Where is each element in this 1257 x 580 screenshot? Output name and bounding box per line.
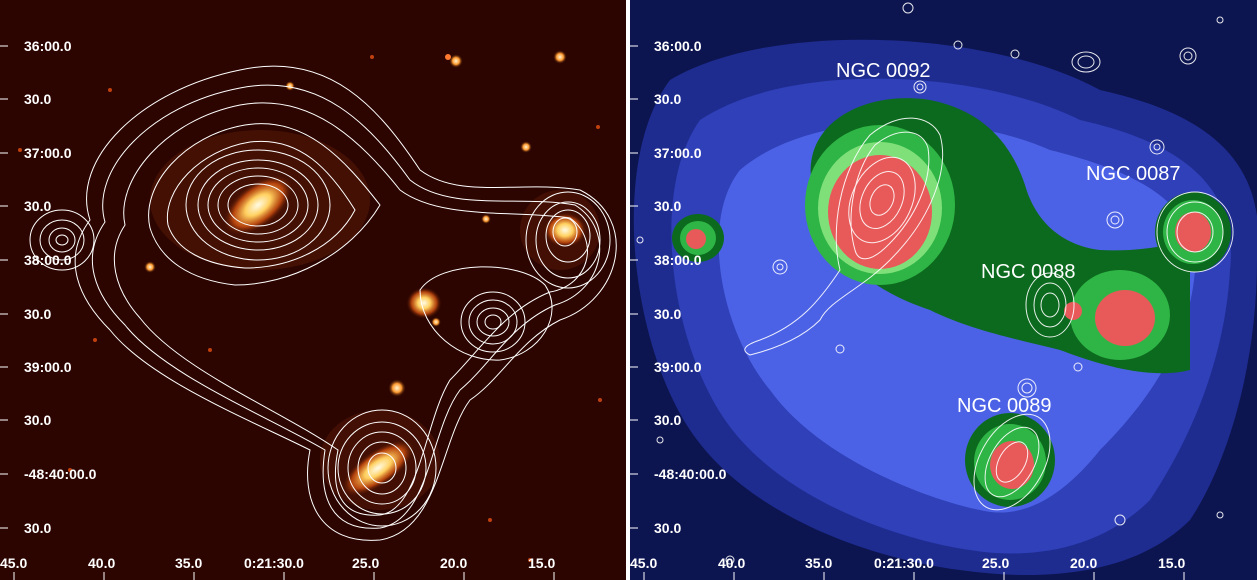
dec-label: 30.0 — [24, 520, 51, 536]
ra-label: 0:21:30.0 — [244, 555, 304, 571]
xray-map-panel: NGC 0092 NGC 0087 NGC 0088 NGC 0089 36:0… — [630, 0, 1257, 580]
galaxy-ngc0092-optical — [222, 173, 294, 237]
ra-label: 15.0 — [1158, 555, 1185, 571]
dec-label: 38:00.0 — [654, 252, 702, 268]
dec-axis-labels-right: 36:00.0 30.0 37:00.0 30.0 38:00.0 30.0 3… — [654, 38, 727, 536]
dec-label: 30.0 — [24, 412, 51, 428]
galaxy-ngc0088-optical — [406, 287, 442, 319]
ra-label: 20.0 — [1070, 555, 1097, 571]
dec-label: 30.0 — [24, 306, 51, 322]
optical-contours-right — [636, 2, 1234, 565]
galaxy-ngc0089-optical — [340, 438, 416, 498]
dec-label: 39:00.0 — [24, 359, 72, 375]
galaxy-label-ngc0088: NGC 0088 — [981, 261, 1076, 283]
galaxy-label-ngc0092: NGC 0092 — [836, 60, 931, 82]
galaxy-labels: NGC 0092 NGC 0087 NGC 0088 NGC 0089 — [836, 60, 1181, 417]
ra-axis-labels-right: 45.0 40.0 35.0 0:21:30.0 25.0 20.0 15.0 — [630, 555, 1185, 571]
emission-ngc0089 — [965, 413, 1055, 507]
dec-label: 36:00.0 — [654, 38, 702, 54]
optical-image-svg: 36:00.0 30.0 37:00.0 30.0 38:00.0 30.0 3… — [0, 0, 626, 580]
ra-label: 25.0 — [352, 555, 379, 571]
dec-label: 30.0 — [654, 91, 681, 107]
ra-label: 40.0 — [718, 555, 745, 571]
ra-label: 25.0 — [982, 555, 1009, 571]
optical-background — [0, 0, 626, 580]
ra-label: 40.0 — [88, 555, 115, 571]
emission-west-source — [672, 214, 724, 262]
foreground-stars — [18, 50, 602, 562]
xray-map-svg: NGC 0092 NGC 0087 NGC 0088 NGC 0089 36:0… — [630, 0, 1257, 580]
dec-label: 36:00.0 — [24, 38, 72, 54]
dec-label: 30.0 — [654, 306, 681, 322]
ra-label: 35.0 — [805, 555, 832, 571]
galaxy-label-ngc0087: NGC 0087 — [1086, 163, 1181, 185]
ra-label: 20.0 — [440, 555, 467, 571]
galaxy-label-ngc0089: NGC 0089 — [957, 395, 1052, 417]
radio-contours-left — [29, 65, 617, 541]
dec-label: 30.0 — [654, 198, 681, 214]
dec-label: 30.0 — [24, 91, 51, 107]
dec-label: 37:00.0 — [24, 145, 72, 161]
dec-label: 37:00.0 — [654, 145, 702, 161]
galaxy-ngc0087-optical — [543, 212, 587, 248]
dec-label: 30.0 — [654, 520, 681, 536]
dec-label: 39:00.0 — [654, 359, 702, 375]
ra-label: 15.0 — [528, 555, 555, 571]
dec-label: 38:00.0 — [24, 252, 72, 268]
dec-label: 30.0 — [654, 412, 681, 428]
ra-label: 45.0 — [630, 555, 657, 571]
frame-ticks-left — [0, 45, 555, 580]
ra-label: 0:21:30.0 — [874, 555, 934, 571]
ra-label: 35.0 — [175, 555, 202, 571]
ra-axis-labels-left: 45.0 40.0 35.0 0:21:30.0 25.0 20.0 15.0 — [0, 555, 555, 571]
dec-label: -48:40:00.0 — [24, 466, 97, 482]
emission-ngc0088 — [1064, 270, 1170, 360]
ra-label: 45.0 — [0, 555, 27, 571]
optical-image-panel: 36:00.0 30.0 37:00.0 30.0 38:00.0 30.0 3… — [0, 0, 626, 580]
dec-label: -48:40:00.0 — [654, 466, 727, 482]
dec-label: 30.0 — [24, 198, 51, 214]
emission-ngc0087 — [1155, 192, 1231, 272]
dec-axis-labels-left: 36:00.0 30.0 37:00.0 30.0 38:00.0 30.0 3… — [24, 38, 97, 536]
frame-ticks-right — [630, 45, 1185, 580]
